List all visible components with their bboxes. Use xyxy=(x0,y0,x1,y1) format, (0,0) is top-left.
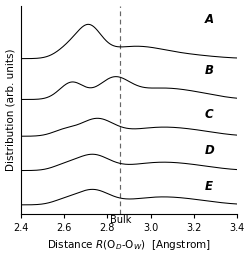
Text: B: B xyxy=(204,64,214,77)
X-axis label: Distance $R$(O$_{D}$-O$_{W}$)  [Angstrom]: Distance $R$(O$_{D}$-O$_{W}$) [Angstrom] xyxy=(47,238,211,252)
Text: A: A xyxy=(204,13,214,26)
Text: C: C xyxy=(204,108,213,121)
Text: Bulk: Bulk xyxy=(110,215,131,225)
Text: E: E xyxy=(204,180,212,194)
Text: D: D xyxy=(204,144,214,157)
Y-axis label: Distribution (arb. units): Distribution (arb. units) xyxy=(6,49,16,171)
